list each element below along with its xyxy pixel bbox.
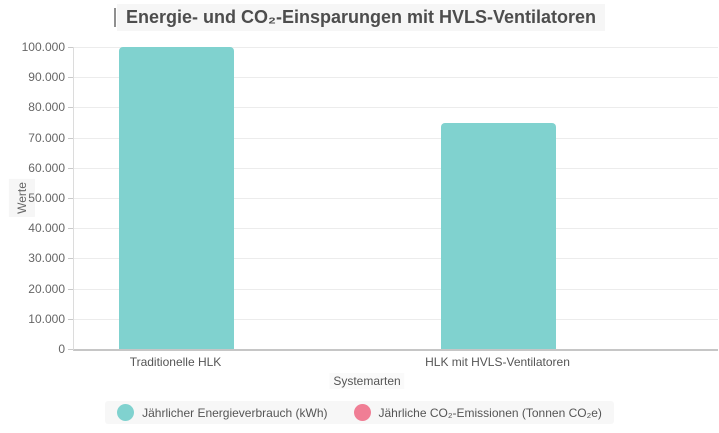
gridline xyxy=(74,107,718,109)
legend-swatch-icon xyxy=(117,404,135,421)
legend-label: Jährlicher Energieverbrauch (kWh) xyxy=(142,405,328,420)
y-tick-label: 0 xyxy=(58,342,65,356)
y-tick-label: 70.000 xyxy=(28,130,65,145)
legend-item-energy[interactable]: Jährlicher Energieverbrauch (kWh) xyxy=(117,404,328,421)
gridline xyxy=(74,198,718,199)
y-tick-label: 60.000 xyxy=(28,160,65,175)
y-axis-tick xyxy=(68,228,73,230)
y-axis-tick xyxy=(68,258,73,260)
y-axis-tick xyxy=(68,77,73,79)
chart-legend: Jährlicher Energieverbrauch (kWh) Jährlic… xyxy=(0,401,719,424)
legend-swatch-icon xyxy=(353,404,371,421)
y-axis-tick xyxy=(68,137,73,139)
y-axis-tick xyxy=(68,288,73,290)
y-tick-label: 100.000 xyxy=(21,40,65,54)
y-tick-label: 30.000 xyxy=(28,251,65,266)
gridline xyxy=(74,258,718,260)
gridline xyxy=(74,167,718,169)
gridline xyxy=(74,77,718,79)
text-cursor-bar xyxy=(113,8,116,27)
y-tick-label: 50.000 xyxy=(28,191,65,205)
gridline xyxy=(74,137,718,139)
chart-header: Energie- und CO₂-Einsparungen mit HVLS-V… xyxy=(0,4,719,31)
gridline xyxy=(74,288,718,290)
bar-energy-2[interactable] xyxy=(441,122,556,349)
gridline xyxy=(74,228,718,230)
legend-item-co2[interactable]: Jährliche CO₂-Emissionen (Tonnen CO₂e) xyxy=(353,404,602,421)
x-axis-title: Systemarten xyxy=(329,373,405,389)
y-tick-label: 80.000 xyxy=(28,100,65,115)
legend-items: Jährlicher Energieverbrauch (kWh) Jährlic… xyxy=(105,401,614,424)
bar-energy-1[interactable] xyxy=(119,47,234,349)
plot-area xyxy=(73,47,718,351)
y-tick-label: 90.000 xyxy=(28,70,65,85)
y-tick-label: 10.000 xyxy=(28,311,65,326)
gridline xyxy=(74,47,718,48)
y-axis-tick xyxy=(68,198,73,199)
y-tick-label: 20.000 xyxy=(28,281,65,296)
y-axis-tick xyxy=(68,349,73,350)
legend-label: Jährliche CO₂-Emissionen (Tonnen CO₂e) xyxy=(378,405,602,420)
y-axis-tick xyxy=(68,318,73,320)
category-label: HLK mit HVLS-Ventilatoren xyxy=(425,355,570,369)
y-axis-tick xyxy=(68,167,73,169)
y-axis-tick xyxy=(68,47,73,48)
y-tick-label: 40.000 xyxy=(28,221,65,236)
y-axis-tick xyxy=(68,107,73,109)
category-label: Traditionelle HLK xyxy=(129,355,222,369)
chart-title: Energie- und CO₂-Einsparungen mit HVLS-V… xyxy=(116,4,606,31)
gridline xyxy=(74,318,718,320)
